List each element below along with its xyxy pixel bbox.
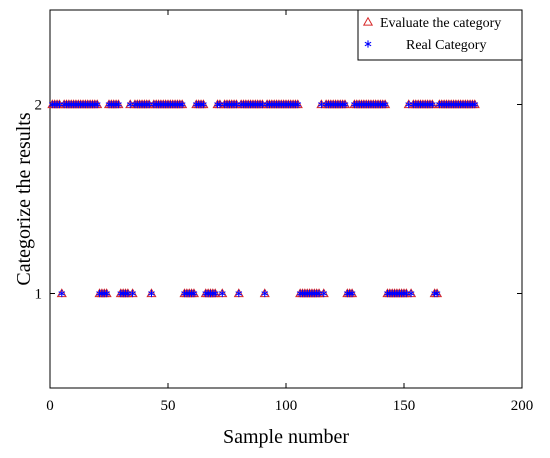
data-points bbox=[47, 99, 480, 298]
asterisk-point bbox=[218, 289, 226, 298]
legend: Evaluate the category Real Category bbox=[357, 9, 523, 61]
asterisk-point bbox=[471, 100, 479, 109]
asterisk-point bbox=[320, 289, 328, 298]
asterisk-point bbox=[294, 100, 302, 109]
asterisk-point bbox=[381, 100, 389, 109]
x-axis-label: Sample number bbox=[223, 426, 349, 448]
asterisk-point bbox=[93, 100, 101, 109]
legend-marker bbox=[364, 40, 372, 48]
asterisk-point bbox=[115, 100, 122, 109]
asterisk-point bbox=[190, 289, 198, 298]
legend-marker bbox=[362, 16, 374, 26]
asterisk-point bbox=[58, 289, 66, 298]
asterisk-point bbox=[433, 289, 441, 298]
legend-box bbox=[357, 9, 523, 61]
asterisk-point bbox=[261, 289, 269, 298]
asterisk-point bbox=[235, 289, 243, 298]
y-tick-label: 2 bbox=[35, 98, 43, 114]
asterisk-point bbox=[178, 100, 186, 109]
x-tick-label: 150 bbox=[393, 398, 416, 414]
y-tick-label: 1 bbox=[35, 287, 43, 303]
asterisk-point bbox=[103, 289, 111, 298]
x-tick-label: 0 bbox=[46, 398, 54, 414]
y-axis-label: Categorize the results bbox=[13, 112, 35, 285]
asterisk-point bbox=[129, 289, 136, 298]
legend-label: Real Category bbox=[406, 38, 486, 53]
asterisk-point bbox=[148, 289, 155, 298]
asterisk-point bbox=[211, 289, 219, 298]
asterisk-point bbox=[348, 289, 356, 298]
legend-label: Evaluate the category bbox=[380, 16, 501, 31]
x-tick-label: 200 bbox=[511, 398, 534, 414]
asterisk-point bbox=[407, 289, 415, 298]
asterisk-point bbox=[428, 100, 436, 109]
plot-area bbox=[49, 9, 523, 389]
x-tick-label: 100 bbox=[275, 398, 298, 414]
x-tick-label: 50 bbox=[161, 398, 176, 414]
asterisk-point bbox=[341, 100, 349, 109]
asterisk-point bbox=[200, 100, 207, 109]
x-axis-ticks: 0 50 100 150 200 bbox=[46, 10, 533, 414]
